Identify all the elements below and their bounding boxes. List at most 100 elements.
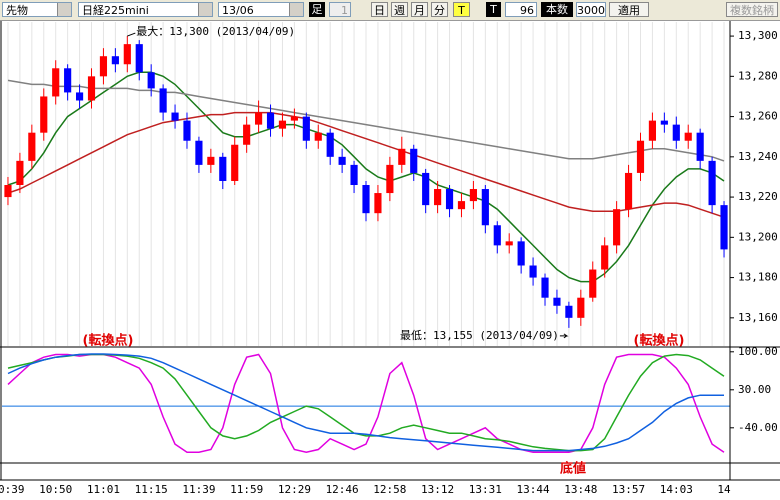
candle-body [517,241,525,266]
candle-body [601,245,609,270]
symbol-select[interactable]: 日経225mini [78,2,213,17]
period-button[interactable]: 分 [431,2,448,17]
candle-body [481,189,489,226]
x-tick-label: 12:29 [278,483,311,496]
candle-body [529,265,537,278]
tick-input[interactable]: 96 [505,2,537,17]
count-input[interactable]: 3000 [576,2,606,17]
candle-body [135,44,143,73]
candle-body [434,189,442,206]
line [7,79,725,162]
candle-body [636,140,645,173]
candle-body [541,277,549,298]
y-tick-label: 13,220 [738,190,778,203]
x-tick-label: 13:48 [564,483,597,496]
max-label: 最大：13,300 (2013/04/09) [136,24,295,38]
candle-body [469,189,477,202]
candle-body [16,160,24,186]
x-tick-label: 10:39 [0,483,25,496]
y-tick-label: -40.00 [738,421,778,434]
candle-body [445,189,454,210]
candle-body [183,120,191,141]
line [7,353,724,452]
candle-body [99,56,108,77]
candle-body [672,124,680,141]
candle-body [350,164,358,186]
bar-count[interactable]: 1 [329,2,351,17]
candle-body [278,120,287,129]
candle-body [589,269,597,298]
candle-body [290,116,298,121]
candle-body [87,76,96,101]
x-tick-label: 13:57 [612,483,645,496]
candle-body [266,112,275,129]
min-label: 最低：13,155 (2013/04/09) [400,329,559,342]
x-tick-label: 12:46 [326,483,359,496]
candle-body [648,120,657,141]
candle-body [243,124,251,145]
x-tick-label: 11:59 [230,483,263,496]
candle-body [207,156,215,165]
x-tick-label: 13:31 [469,483,502,496]
toolbar: 先物 日経225mini 13/06 足 1 日 週 月 分 T T 96 本数… [0,0,780,21]
candle-body [255,112,263,125]
y-tick-label: 13,160 [738,311,778,324]
candle-body [708,160,716,206]
candle-body [147,72,155,89]
candle-body [362,185,370,214]
period-button[interactable]: T [453,2,470,17]
period-button[interactable]: 日 [371,2,388,17]
x-tick-label: 11:01 [87,483,120,496]
candle-body [231,144,239,181]
candle-body [720,205,728,250]
candle-body [123,44,131,65]
candle-body [624,172,633,210]
candle-body [684,132,692,141]
period-button[interactable]: 週 [391,2,408,17]
line [7,353,725,452]
x-tick-label: 11:39 [182,483,215,496]
x-tick-label: 12:58 [373,483,406,496]
apply-button[interactable]: 適用 [609,2,649,17]
candle-body [28,132,36,161]
chart: 13,160 13,180 13,200 13,220 13,240 13,260 13,2… [0,21,780,500]
max-pointer [127,32,136,37]
candle-body [40,96,48,133]
x-tick-label: 14 [717,483,731,496]
min-pointer [559,333,569,339]
candle-body [577,297,585,318]
period-button[interactable]: 月 [411,2,428,17]
market-select[interactable]: 先物 [2,2,72,17]
candle-body [326,132,334,157]
y-tick-label: 30.00 [738,383,771,396]
candle-body [553,297,561,306]
candle-body [696,132,704,161]
candle-body [338,156,346,165]
contract-select[interactable]: 13/06 [218,2,304,17]
candle-body [52,68,60,97]
candle-body [386,164,394,194]
candle-body [4,185,12,198]
candle-body [565,305,573,318]
candle-body [457,201,466,210]
line [7,111,725,218]
candle-body [314,132,322,141]
candle-body [410,148,418,173]
y-tick-label: 13,300 [738,29,778,42]
candle-body [75,92,84,101]
candle-body [64,68,72,93]
x-tick-label: 13:44 [517,483,550,496]
x-tick-label: 11:15 [135,483,168,496]
candle-body [613,209,621,246]
multi-button[interactable]: 複数銘柄 [726,2,778,17]
annotation: (転換点) [634,333,685,349]
candle-body [302,116,310,141]
candle-body [219,156,227,181]
candle-body [159,88,167,113]
x-tick-label: 14:03 [660,483,693,496]
candle-body [398,148,406,165]
axis-panel [730,21,780,500]
y-tick-label: 13,240 [738,150,778,163]
tick-label: T [486,2,501,17]
